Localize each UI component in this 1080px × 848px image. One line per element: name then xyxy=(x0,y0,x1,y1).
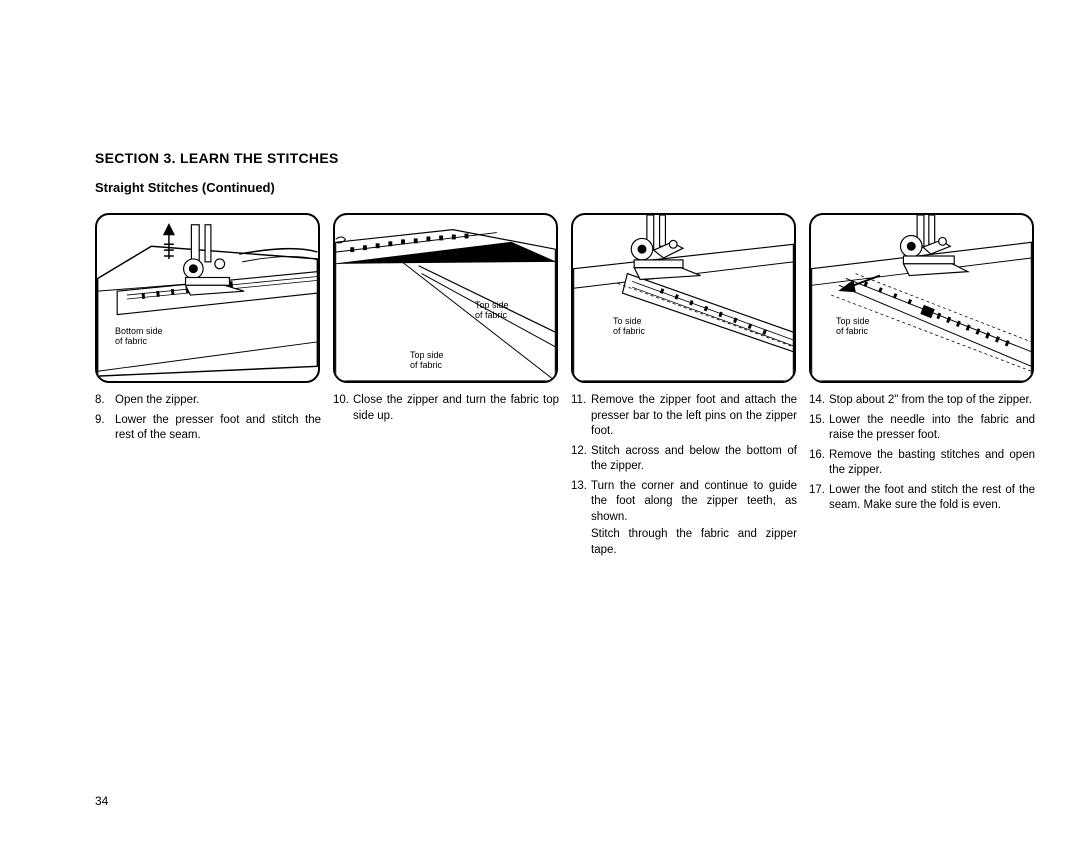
steps-d: 14.Stop about 2" from the top of the zip… xyxy=(809,393,1035,514)
column-a: Bottom sideof fabric 8.Open the zipper. … xyxy=(95,213,321,562)
step-13: 13.Turn the corner and continue to guide… xyxy=(571,479,797,559)
steps-a: 8.Open the zipper. 9.Lower the presser f… xyxy=(95,393,321,444)
step-8: 8.Open the zipper. xyxy=(95,393,321,409)
figure-a: Bottom sideof fabric xyxy=(95,213,320,383)
page-number: 34 xyxy=(95,794,108,808)
section-title: SECTION 3. LEARN THE STITCHES xyxy=(95,150,1020,166)
figure-b-label1: Top sideof fabric xyxy=(475,301,509,321)
figure-c: To sideof fabric xyxy=(571,213,796,383)
figure-c-label: To sideof fabric xyxy=(613,317,645,337)
step-9: 9.Lower the presser foot and stitch the … xyxy=(95,413,321,444)
column-d: Top sideof fabric 14.Stop about 2" from … xyxy=(809,213,1035,562)
figure-d: Top sideof fabric xyxy=(809,213,1034,383)
column-b: Top sideof fabric Top sideof fabric 10.C… xyxy=(333,213,559,562)
step-15: 15.Lower the needle into the fabric and … xyxy=(809,413,1035,444)
subtitle: Straight Stitches (Continued) xyxy=(95,180,1020,195)
steps-b: 10.Close the zipper and turn the fabric … xyxy=(333,393,559,424)
step-17: 17.Lower the foot and stitch the rest of… xyxy=(809,483,1035,514)
figure-d-label: Top sideof fabric xyxy=(836,317,870,337)
step-10: 10.Close the zipper and turn the fabric … xyxy=(333,393,559,424)
column-c: To sideof fabric 11.Remove the zipper fo… xyxy=(571,213,797,562)
steps-c: 11.Remove the zipper foot and attach the… xyxy=(571,393,797,558)
step-12: 12.Stitch across and below the bottom of… xyxy=(571,444,797,475)
step-11: 11.Remove the zipper foot and attach the… xyxy=(571,393,797,440)
step-16: 16.Remove the basting stitches and open … xyxy=(809,448,1035,479)
figure-b: Top sideof fabric Top sideof fabric xyxy=(333,213,558,383)
figure-a-label: Bottom sideof fabric xyxy=(115,327,163,347)
figure-b-label2: Top sideof fabric xyxy=(410,351,444,371)
content-columns: Bottom sideof fabric 8.Open the zipper. … xyxy=(95,213,1035,562)
step-14: 14.Stop about 2" from the top of the zip… xyxy=(809,393,1035,409)
